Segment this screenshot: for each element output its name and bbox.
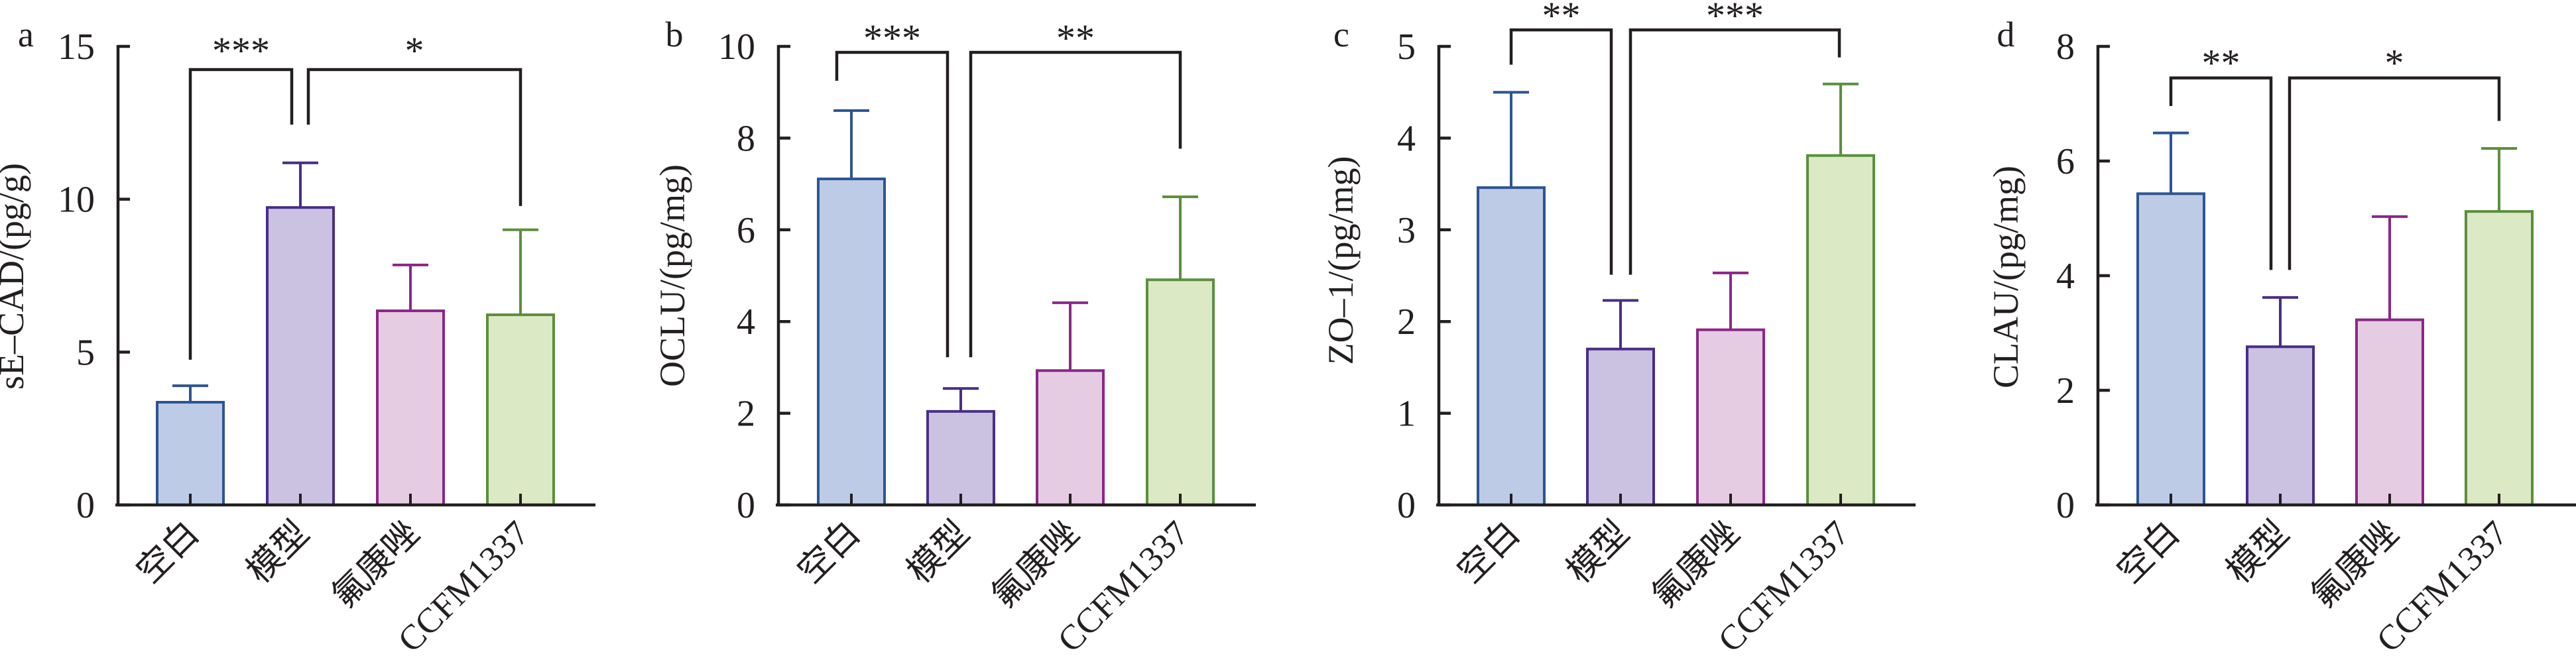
bar-a-fluconazole [376, 309, 445, 506]
y-tick-label-b-0: 0 [737, 485, 755, 526]
y-axis-title-d: CLAU/(pg/mg) [1986, 166, 2026, 388]
x-tick-label-d-blank: 空白 [2111, 514, 2187, 590]
y-tick-label-c-4: 4 [1397, 118, 1416, 159]
bar-a-ccfm1337 [486, 313, 555, 506]
x-tick-label-a-model: 模型 [240, 514, 317, 590]
x-tick-label-c-blank: 空白 [1451, 514, 1528, 590]
y-tick-label-d-4: 8 [2056, 27, 2075, 68]
bar-b-blank [817, 177, 886, 506]
y-tick-label-b-3: 6 [737, 210, 755, 251]
y-axis-title-c: ZO–1/(pg/mg) [1321, 156, 1361, 365]
y-tick-label-c-2: 2 [1397, 302, 1416, 343]
y-tick-label-a-3: 15 [58, 27, 95, 68]
bar-d-fluconazole [2355, 318, 2424, 506]
x-tick-label-b-blank: 空白 [791, 514, 868, 590]
x-tick-label-d-fluconazole: 氟康唑 [2304, 514, 2406, 615]
y-tick-label-d-1: 2 [2056, 370, 2075, 412]
y-tick-label-a-2: 10 [58, 180, 95, 221]
panel-label-a: a [18, 15, 34, 54]
bar-d-ccfm1337 [2465, 210, 2534, 506]
bar-b-model [926, 410, 995, 506]
significance-bracket-a-0 [188, 68, 294, 360]
bar-c-fluconazole [1696, 328, 1765, 506]
x-tick-label-d-model: 模型 [2220, 514, 2297, 590]
y-tick-label-c-0: 0 [1397, 485, 1416, 526]
y-tick-label-a-0: 0 [76, 485, 95, 526]
y-tick-label-d-0: 0 [2056, 485, 2075, 526]
y-tick-label-b-2: 4 [737, 302, 755, 343]
significance-bracket-c-0 [1509, 28, 1613, 275]
bar-a-model [266, 206, 335, 506]
significance-label-c-1: *** [1706, 0, 1764, 37]
y-tick-label-c-1: 1 [1397, 394, 1416, 435]
significance-bracket-b-1 [969, 50, 1182, 358]
x-tick-label-b-model: 模型 [900, 514, 977, 590]
x-tick-label-c-fluconazole: 氟康唑 [1645, 514, 1747, 615]
bar-d-blank [2136, 192, 2205, 506]
bar-c-model [1586, 347, 1655, 506]
significance-bracket-d-1 [2288, 76, 2501, 270]
significance-label-b-1: ** [1056, 17, 1095, 60]
bar-b-fluconazole [1036, 369, 1105, 507]
significance-label-b-0: *** [863, 17, 921, 60]
y-tick-label-a-1: 5 [76, 332, 95, 373]
significance-bracket-a-1 [306, 68, 522, 206]
panel-label-c: c [1333, 15, 1349, 54]
bar-c-ccfm1337 [1806, 154, 1875, 507]
y-tick-label-c-3: 3 [1397, 210, 1416, 251]
y-tick-label-d-3: 6 [2056, 141, 2075, 182]
bar-a-blank [156, 400, 225, 506]
y-axis-title-b: OCLU/(pg/mg) [652, 164, 692, 387]
x-tick-label-a-blank: 空白 [130, 514, 207, 590]
y-tick-label-c-5: 5 [1397, 27, 1416, 68]
significance-label-c-0: ** [1542, 0, 1581, 37]
y-tick-label-d-2: 4 [2056, 256, 2075, 297]
significance-label-a-0: *** [212, 29, 270, 72]
significance-bracket-c-1 [1628, 28, 1841, 275]
x-tick-label-c-model: 模型 [1560, 514, 1637, 590]
y-tick-label-b-5: 10 [718, 27, 755, 68]
significance-label-d-0: ** [2202, 42, 2240, 85]
bar-d-model [2246, 345, 2315, 507]
y-axis-title-a: sE–CAD/(pg/g) [0, 163, 31, 390]
bar-c-blank [1477, 186, 1546, 506]
x-tick-label-a-fluconazole: 氟康唑 [325, 514, 426, 615]
panel-label-b: b [666, 15, 684, 54]
significance-label-d-1: * [2385, 42, 2404, 85]
y-tick-label-b-4: 8 [737, 118, 755, 159]
significance-bracket-d-0 [2169, 76, 2273, 270]
bar-b-ccfm1337 [1146, 278, 1215, 506]
panel-label-d: d [1997, 15, 2015, 54]
significance-bracket-b-0 [835, 50, 950, 358]
significance-label-a-1: * [405, 29, 424, 72]
x-tick-label-b-fluconazole: 氟康唑 [985, 514, 1086, 615]
y-tick-label-b-1: 2 [737, 394, 755, 435]
